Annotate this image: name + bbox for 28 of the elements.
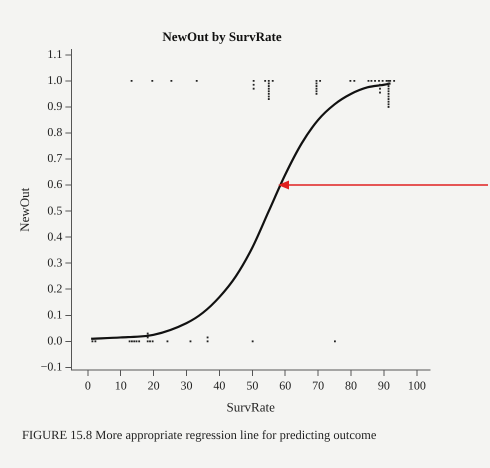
y-tick-label: 0.3 (47, 255, 62, 270)
x-tick-label: 50 (246, 378, 258, 392)
x-tick-label: 20 (148, 378, 160, 392)
x-tick-label: 10 (114, 378, 127, 392)
chart-title: NewOut by SurvRate (162, 29, 282, 44)
y-tick-label: 0.7 (47, 151, 62, 166)
y-tick-label: 1.1 (47, 46, 62, 61)
y-tick-label: 0.2 (47, 281, 62, 296)
x-tick-label: 60 (279, 378, 292, 392)
x-tick-label: 90 (378, 378, 390, 392)
y-tick-label: 0.0 (47, 334, 62, 348)
y-tick-label: 0.1 (47, 307, 62, 322)
y-tick-label: −0.1 (40, 360, 62, 374)
y-tick-label: 1.0 (47, 73, 62, 88)
x-tick-label: 30 (180, 378, 193, 392)
x-tick-label: 0 (84, 378, 91, 392)
y-tick-label: 0.6 (47, 177, 62, 192)
y-tick-label: 0.9 (47, 99, 62, 114)
x-tick-label: 100 (408, 378, 426, 392)
y-tick-label: 0.4 (47, 229, 62, 244)
y-tick-label: 0.5 (47, 203, 62, 218)
x-tick-label: 40 (213, 378, 226, 392)
y-axis-title: NewOut (17, 187, 32, 232)
caption: FIGURE 15.8 More appropriate regression line for predicting outcome (22, 428, 378, 443)
y-tick-label: 0.8 (47, 125, 62, 140)
x-tick-label: 80 (345, 378, 358, 392)
x-tick-label: 70 (312, 378, 324, 392)
x-axis-title: SurvRate (226, 400, 276, 415)
